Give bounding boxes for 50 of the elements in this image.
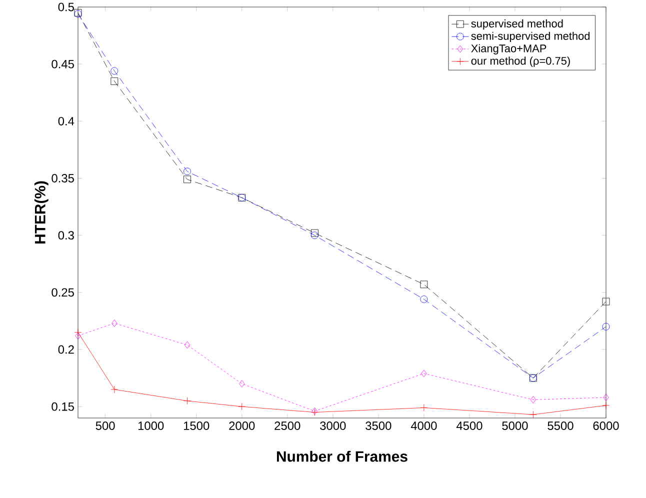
y-tick-label: 0.15 — [52, 402, 74, 411]
point — [603, 394, 609, 402]
y-tick-label: 0.45 — [52, 60, 74, 68]
y-axis-title: HTER(%) — [34, 181, 48, 244]
x-tick-label: 4000 — [410, 422, 437, 430]
x-tick-label: 3000 — [320, 422, 346, 430]
x-tick-label: 6000 — [593, 422, 619, 430]
x-tick-label: 4500 — [456, 422, 482, 430]
point — [184, 341, 190, 349]
y-tick-label: 0.2 — [58, 345, 74, 354]
x-tick-label: 2000 — [229, 422, 255, 430]
point — [110, 386, 118, 394]
point — [530, 396, 536, 404]
x-tick-label: 2500 — [274, 422, 300, 430]
point — [421, 370, 427, 378]
point — [602, 298, 610, 306]
x-tick-label: 5500 — [548, 422, 574, 430]
legend-label: our method (ρ=0.75) — [471, 56, 570, 67]
point — [420, 404, 428, 412]
legend-label: supervised method — [471, 19, 563, 30]
point — [420, 296, 428, 303]
y-tick-label: 0.3 — [58, 231, 74, 240]
point — [112, 320, 118, 327]
point — [74, 328, 82, 336]
point — [184, 168, 191, 176]
y-tick-label: 0.25 — [52, 288, 74, 297]
point — [311, 229, 318, 237]
x-tick-label: 1500 — [184, 422, 210, 430]
point — [311, 232, 318, 240]
point — [110, 78, 118, 85]
point — [238, 402, 246, 410]
point — [239, 380, 245, 388]
y-tick-label: 0.4 — [58, 116, 74, 126]
y-tick-label: 0.5 — [58, 2, 74, 12]
point — [184, 397, 191, 405]
legend-label: semi-supervised method — [471, 32, 590, 42]
x-tick-label: 3500 — [366, 422, 392, 430]
x-tick-label: 1000 — [138, 422, 164, 430]
point — [110, 67, 118, 75]
point — [602, 402, 610, 410]
y-tick-label: 0.35 — [52, 174, 74, 182]
point — [602, 322, 610, 330]
x-tick-label: 5000 — [502, 422, 528, 430]
point — [184, 176, 191, 184]
x-tick-label: 500 — [96, 422, 115, 430]
point — [529, 410, 537, 418]
point — [420, 280, 428, 288]
point — [75, 332, 81, 340]
x-axis-title: Number of Frames — [276, 450, 408, 462]
legend-label: XiangTao+MAP — [471, 44, 546, 54]
